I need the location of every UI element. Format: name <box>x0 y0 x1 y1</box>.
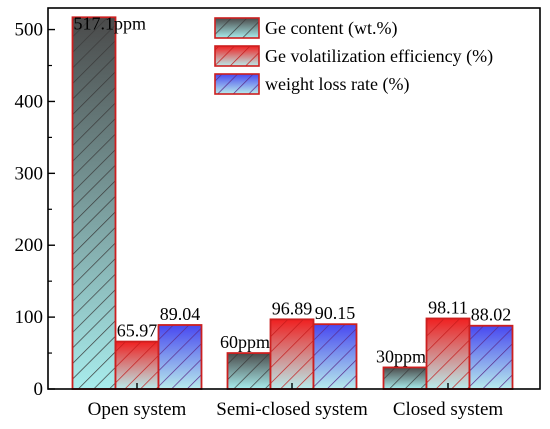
bar-hatch-0-0 <box>71 16 117 390</box>
bar-hatch-2-1 <box>312 323 358 390</box>
axes-layer: 0 100 200 300 400 500 Open system Semi-closed s… <box>15 7 541 420</box>
y-tick-label-4: 400 <box>15 91 44 112</box>
data-label-1-2: 98.11 <box>428 297 468 317</box>
y-tick-label-1: 100 <box>15 307 44 328</box>
data-label-0-1: 60ppm <box>220 332 270 352</box>
plot-frame <box>47 7 541 390</box>
bar-hatch-0-1 <box>226 352 272 390</box>
data-label-2-0: 89.04 <box>160 304 201 324</box>
data-label-1-0: 65.97 <box>117 321 158 341</box>
data-label-0-0: 517.1ppm <box>74 13 147 33</box>
legend-swatch-hatch-0 <box>214 17 260 39</box>
data-label-2-2: 88.02 <box>471 305 512 325</box>
bar-hatch-1-1 <box>269 318 315 390</box>
x-category-label-2: Closed system <box>393 399 504 420</box>
data-label-1-1: 96.89 <box>272 298 313 318</box>
legend-label-2: weight loss rate (%) <box>265 74 409 95</box>
y-tick-label-0: 0 <box>34 379 44 400</box>
data-label-0-2: 30ppm <box>376 346 426 366</box>
x-category-label-1: Semi-closed system <box>216 399 368 420</box>
bar-hatch-1-2 <box>425 317 471 390</box>
y-tick-label-5: 500 <box>15 20 44 41</box>
legend-label-1: Ge volatilization efficiency (%) <box>265 46 493 67</box>
bar-hatch-2-2 <box>468 324 514 390</box>
legend-swatch-hatch-1 <box>214 45 260 67</box>
bar-hatch-0-2 <box>382 366 428 390</box>
legend: Ge content (wt.%) Ge volatilization effic… <box>214 17 493 95</box>
bars-layer <box>71 16 514 390</box>
bar-hatch-2-0 <box>157 324 203 390</box>
legend-label-0: Ge content (wt.%) <box>265 18 397 39</box>
data-label-2-1: 90.15 <box>315 303 356 323</box>
bar-hatch-1-0 <box>114 340 160 390</box>
y-tick-label-3: 300 <box>15 163 44 184</box>
y-tick-label-2: 200 <box>15 235 44 256</box>
x-category-label-0: Open system <box>88 399 187 420</box>
legend-swatch-hatch-2 <box>214 73 260 95</box>
